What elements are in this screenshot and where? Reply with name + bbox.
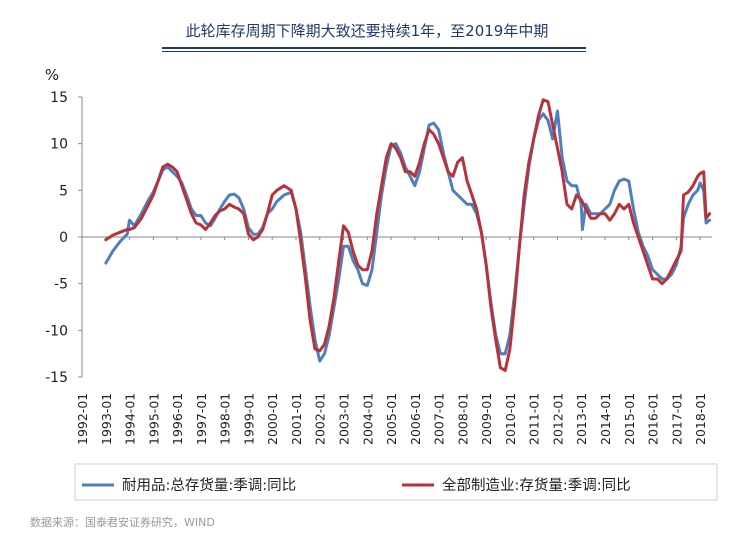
x-tick-label: 2012-01 [550, 393, 565, 445]
x-tick-label: 2007-01 [432, 393, 447, 445]
x-tick-label: 2004-01 [360, 393, 375, 445]
y-tick-label: 5 [59, 183, 68, 199]
x-tick-label: 2003-01 [337, 393, 352, 445]
x-tick-label: 1998-01 [218, 393, 233, 445]
y-tick-label: -10 [45, 323, 68, 339]
y-tick-label: 0 [59, 230, 68, 246]
title-underline [162, 47, 586, 49]
x-tick-label: 1996-01 [170, 393, 185, 445]
x-tick-label: 1994-01 [123, 393, 138, 445]
series-line-1 [104, 109, 712, 363]
y-tick-label: 10 [50, 137, 68, 153]
legend-label-1: 耐用品:总存货量:季调:同比 [122, 477, 296, 494]
x-tick-label: 2013-01 [574, 393, 589, 445]
x-tick-label: 2014-01 [598, 393, 613, 445]
y-tick-label: -5 [54, 277, 68, 293]
x-tick-label: 2017-01 [669, 393, 684, 445]
x-tick-label: 2016-01 [646, 393, 661, 445]
y-tick-label: -15 [45, 370, 68, 386]
x-tick-label: 2001-01 [289, 393, 304, 445]
legend-box [74, 463, 718, 501]
legend-label-2: 全部制造业:存货量:季调:同比 [442, 476, 631, 494]
x-tick-label: 2006-01 [408, 393, 423, 445]
x-tick-label: 1993-01 [99, 393, 114, 445]
x-tick-label: 1995-01 [146, 393, 161, 445]
x-tick-label: 1997-01 [194, 393, 209, 445]
x-tick-label: 2009-01 [479, 393, 494, 445]
x-tick-label: 1992-01 [75, 393, 90, 445]
source-note: 数据来源：国泰君安证券研究，WIND [30, 516, 215, 529]
y-axis-unit-label: % [45, 66, 59, 84]
chart-title: 此轮库存周期下降期大致还要持续1年，至2019年中期 [185, 22, 549, 40]
x-tick-label: 2015-01 [622, 393, 637, 445]
series-line-2 [104, 98, 712, 372]
x-tick-label: 2011-01 [527, 393, 542, 445]
x-tick-label: 2010-01 [503, 393, 518, 445]
x-tick-label: 2000-01 [265, 393, 280, 445]
y-tick-label: 15 [50, 90, 68, 106]
x-tick-label: 2008-01 [455, 393, 470, 445]
x-tick-label: 2002-01 [313, 393, 328, 445]
x-tick-label: 2005-01 [384, 393, 399, 445]
x-tick-label: 2018-01 [693, 393, 708, 445]
title-underline-thin [162, 51, 586, 52]
x-tick-label: 1999-01 [241, 393, 256, 445]
